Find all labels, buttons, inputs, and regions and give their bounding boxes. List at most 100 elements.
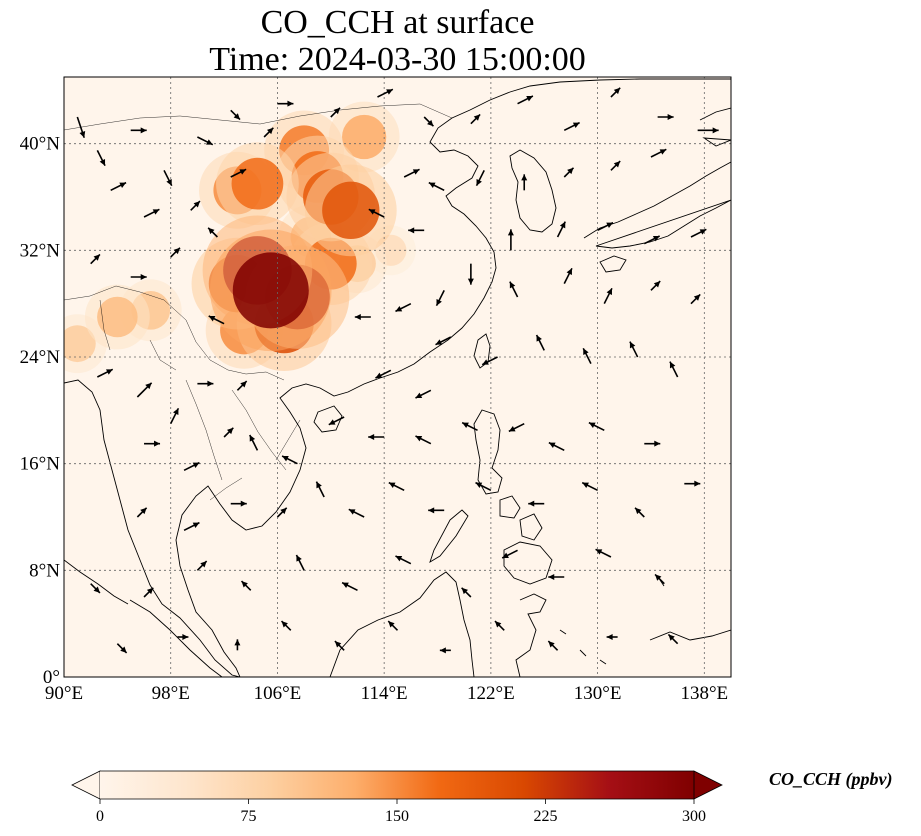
wind-arrow: [354, 314, 371, 320]
wind-vectors: [76, 87, 719, 654]
wind-arrow: [403, 168, 420, 178]
lat-tick-label: 40°N: [20, 134, 61, 155]
wind-arrow: [415, 435, 432, 445]
wind-arrow: [650, 280, 661, 291]
lat-tick-label: 32°N: [20, 240, 61, 261]
colorbar-tick-label: 150: [385, 808, 409, 825]
plume-core: [322, 181, 380, 239]
wind-arrow: [654, 573, 665, 585]
wind-arrow: [341, 581, 358, 592]
plume-core: [232, 252, 309, 329]
wind-arrow: [230, 500, 247, 507]
coastline-hainan: [313, 405, 343, 433]
wind-arrow: [196, 560, 208, 571]
wind-arrow: [234, 639, 241, 651]
wind-arrow: [508, 422, 525, 433]
wind-arrow: [667, 633, 679, 645]
wind-arrow: [563, 121, 580, 132]
coastline-new-guinea: [649, 629, 731, 641]
wind-arrow: [136, 382, 153, 398]
wind-arrow: [208, 315, 225, 325]
plume-core: [64, 325, 96, 363]
wind-arrow: [96, 149, 106, 167]
wind-arrow: [528, 500, 545, 507]
coastline-mainland: [64, 78, 731, 677]
wind-arrow: [315, 481, 325, 498]
wind-arrow: [263, 127, 274, 138]
wind-arrow: [475, 481, 492, 492]
longitude-ticks: 90°E 98°E 106°E 114°E 122°E 130°E 138°E: [45, 683, 728, 704]
lon-tick-label: 138°E: [680, 683, 728, 704]
wind-arrow: [415, 389, 432, 399]
wind-arrow: [368, 434, 385, 440]
lon-tick-label: 130°E: [574, 683, 622, 704]
lon-tick-label: 90°E: [45, 683, 83, 704]
wind-arrow: [90, 253, 101, 265]
border-lines: [64, 103, 453, 501]
lon-tick-label: 114°E: [361, 683, 408, 704]
wind-arrow: [467, 263, 474, 285]
concentration-field: [64, 101, 416, 374]
wind-arrow: [197, 380, 214, 387]
wind-arrow: [650, 148, 667, 158]
colorbar-ticks: 0 75 150 225 300: [96, 799, 706, 825]
wind-arrow: [236, 380, 248, 391]
wind-arrow: [461, 587, 472, 598]
wind-arrow: [610, 87, 621, 98]
wind-arrow: [388, 481, 405, 492]
wind-arrow: [330, 107, 341, 118]
wind-arrow: [603, 287, 613, 305]
wind-arrow: [170, 407, 180, 425]
map-title-line1: CO_CCH at surface: [260, 4, 535, 41]
wind-arrow: [90, 583, 101, 594]
wind-arrow: [535, 334, 545, 351]
wind-arrow: [507, 229, 514, 251]
map-background: [64, 77, 731, 677]
wind-arrow: [547, 640, 559, 651]
wind-arrow: [643, 235, 661, 245]
wind-arrow: [563, 267, 573, 285]
wind-arrow: [657, 114, 674, 120]
wind-arrow: [197, 136, 214, 146]
wind-arrow: [177, 634, 189, 640]
wind-arrow: [130, 127, 147, 134]
wind-arrow: [582, 347, 592, 365]
wind-arrow: [684, 480, 701, 487]
wind-arrow: [610, 160, 621, 171]
coastline-luzon: [473, 409, 503, 495]
wind-arrow: [387, 620, 399, 631]
lat-tick-label: 24°N: [20, 347, 61, 368]
wind-arrow: [348, 508, 365, 518]
wind-arrow: [240, 580, 252, 591]
wind-arrow: [435, 336, 452, 346]
wind-arrow: [494, 620, 505, 631]
wind-arrow: [629, 341, 639, 358]
wind-arrow: [395, 302, 412, 313]
wind-arrow: [281, 455, 298, 465]
wind-arrow: [548, 574, 565, 580]
wind-arrow: [190, 200, 201, 211]
wind-arrow: [276, 507, 288, 518]
map-frame: [63, 76, 732, 678]
wind-arrow: [143, 208, 160, 218]
wind-arrow: [517, 95, 534, 105]
lat-tick-label: 8°N: [29, 560, 60, 581]
wind-arrow: [481, 356, 498, 366]
wind-arrow: [368, 208, 385, 218]
wind-arrow: [295, 554, 305, 571]
coastline-visayas: [499, 495, 543, 541]
latitude-ticks: 0° 8°N 16°N 24°N 32°N 40°N: [20, 134, 61, 688]
lat-tick-label: 16°N: [20, 454, 61, 475]
wind-arrow: [435, 289, 445, 307]
lat-tick-label: 0°: [43, 667, 60, 688]
wind-arrow: [428, 507, 445, 514]
wind-arrow: [143, 587, 154, 598]
coastline-sulawesi: [515, 593, 547, 677]
colorbar-extend-min: [71, 770, 101, 800]
wind-arrow: [521, 174, 528, 191]
wind-arrow: [207, 227, 218, 238]
wind-arrow: [634, 507, 645, 518]
lon-tick-label: 122°E: [467, 683, 515, 704]
colorbar-tick-label: 225: [534, 808, 558, 825]
wind-arrow: [163, 169, 173, 187]
